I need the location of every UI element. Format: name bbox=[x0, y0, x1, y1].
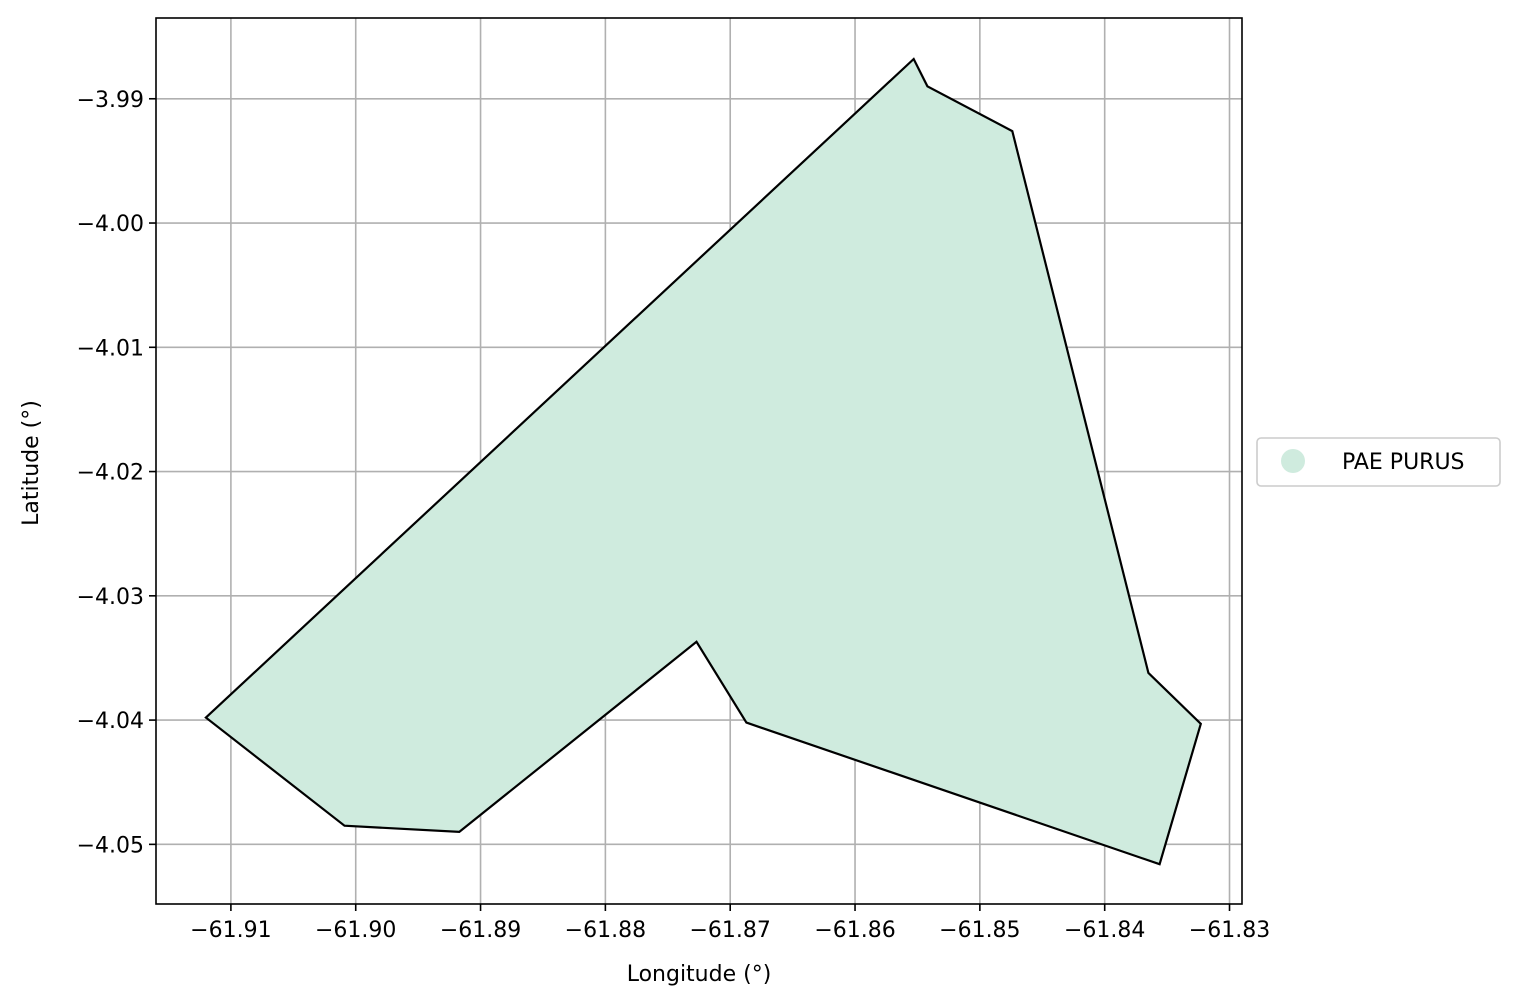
x-tick-label-61-88: −61.88 bbox=[565, 918, 646, 943]
map-polygon-pae-purus bbox=[204, 57, 1203, 866]
legend-label-pae-purus: PAE PURUS bbox=[1342, 450, 1465, 475]
y-tick-label-4-02: −4.02 bbox=[77, 461, 144, 486]
x-axis-label: Longitude (°) bbox=[627, 962, 772, 987]
x-tick-label-61-89: −61.89 bbox=[440, 918, 521, 943]
x-tick-label-61-83: −61.83 bbox=[1189, 918, 1270, 943]
x-axis-ticks: −61.91 −61.90 −61.89 −61.88 −61.87 −61.86 −61.… bbox=[190, 904, 1270, 943]
y-tick-label-4-01: −4.01 bbox=[77, 336, 144, 361]
y-tick-label-4-03: −4.03 bbox=[77, 585, 144, 610]
y-tick-label-3-99: −3.99 bbox=[77, 88, 144, 113]
map-features bbox=[204, 57, 1203, 866]
axes-frame bbox=[155, 17, 1243, 905]
y-tick-label-4: −4.00 bbox=[77, 212, 144, 237]
x-tick-label-61-85: −61.85 bbox=[939, 918, 1020, 943]
y-tick-label-4-05: −4.05 bbox=[77, 833, 144, 858]
x-tick-label-61-86: −61.86 bbox=[814, 918, 895, 943]
x-tick-label-61-9: −61.90 bbox=[315, 918, 396, 943]
y-axis-ticks: −3.99 −4.00 −4.01 −4.02 −4.03 −4.04 −4.05 bbox=[77, 88, 156, 858]
plot-area bbox=[155, 17, 1243, 905]
legend: PAE PURUS bbox=[1256, 437, 1501, 487]
legend-marker-pae-purus bbox=[1281, 449, 1305, 473]
x-tick-label-61-91: −61.91 bbox=[190, 918, 271, 943]
y-axis-label: Latitude (°) bbox=[19, 400, 44, 526]
x-tick-label-61-87: −61.87 bbox=[689, 918, 770, 943]
legend-box bbox=[1256, 437, 1501, 487]
y-tick-label-4-04: −4.04 bbox=[77, 709, 144, 734]
x-tick-label-61-84: −61.84 bbox=[1064, 918, 1145, 943]
